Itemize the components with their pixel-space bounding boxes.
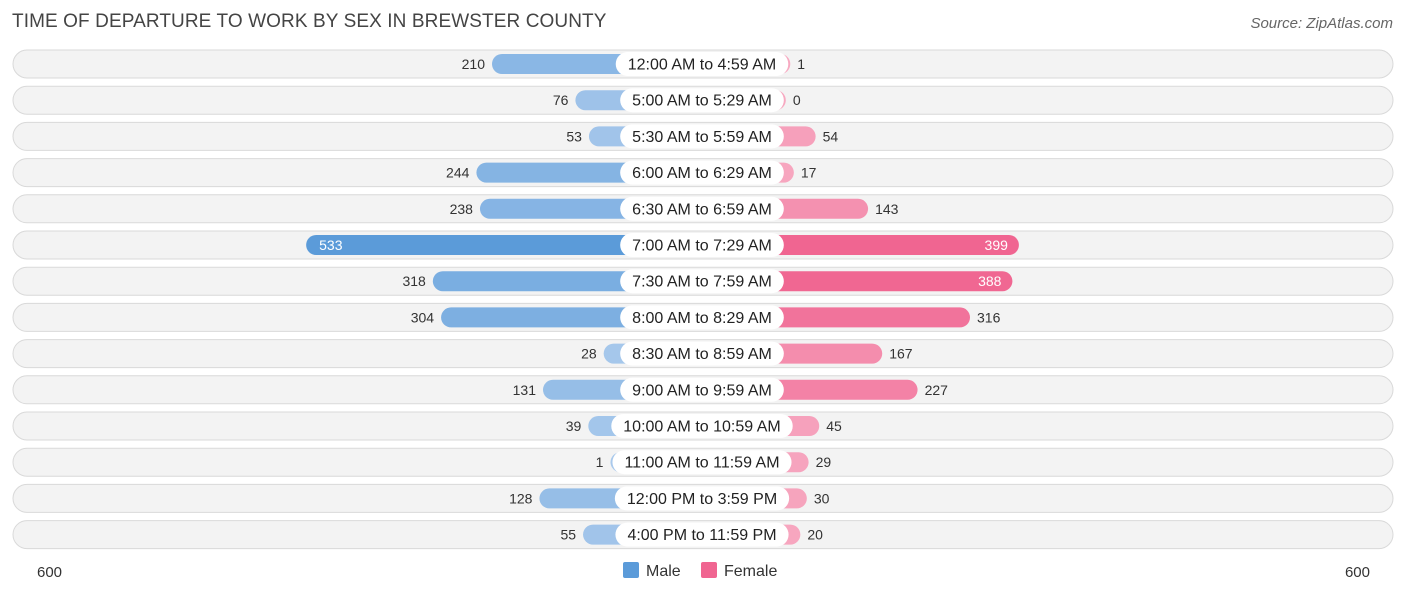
category-label: 12:00 AM to 4:59 AM <box>628 57 777 74</box>
male-bar <box>306 235 702 255</box>
source-credit: Source: ZipAtlas.com <box>1250 15 1393 32</box>
female-value-label: 399 <box>985 237 1009 253</box>
female-value-label: 0 <box>793 92 801 108</box>
male-value-label: 39 <box>566 418 582 434</box>
legend-male-label: Male <box>646 563 681 580</box>
category-label: 7:00 AM to 7:29 AM <box>632 238 772 255</box>
female-value-label: 316 <box>977 309 1001 325</box>
male-value-label: 53 <box>566 128 582 144</box>
category-label: 7:30 AM to 7:59 AM <box>632 274 772 291</box>
female-value-label: 29 <box>816 454 832 470</box>
category-label: 10:00 AM to 10:59 AM <box>623 419 780 436</box>
category-label: 4:00 PM to 11:59 PM <box>627 527 776 544</box>
male-value-label: 210 <box>462 56 486 72</box>
male-value-label: 28 <box>581 346 597 362</box>
chart-row: 8:30 AM to 8:59 AM 28 167 <box>12 339 1394 369</box>
category-label: 12:00 PM to 3:59 PM <box>627 491 777 508</box>
female-value-label: 167 <box>889 346 913 362</box>
female-value-label: 30 <box>814 490 830 506</box>
category-label: 8:00 AM to 8:29 AM <box>632 310 772 327</box>
male-value-label: 533 <box>319 237 343 253</box>
chart-row: 11:00 AM to 11:59 AM 1 29 <box>12 447 1394 477</box>
category-label: 9:00 AM to 9:59 AM <box>632 382 772 399</box>
category-pill <box>620 233 784 257</box>
male-value-label: 304 <box>411 309 435 325</box>
female-value-label: 143 <box>875 201 899 217</box>
legend-female-swatch <box>701 562 717 578</box>
axis-left-label: 600 <box>37 564 62 581</box>
male-value-label: 55 <box>560 527 576 543</box>
legend: Male Female <box>623 562 777 580</box>
chart-row: 7:30 AM to 7:59 AM 318 388 <box>12 266 1394 296</box>
category-label: 6:00 AM to 6:29 AM <box>632 165 772 182</box>
category-pill <box>620 160 784 185</box>
chart-row: 9:00 AM to 9:59 AM 131 227 <box>12 375 1394 405</box>
category-label: 5:00 AM to 5:29 AM <box>632 93 772 110</box>
chart-row: 5:00 AM to 5:29 AM 76 0 <box>12 85 1394 115</box>
female-value-label: 388 <box>978 273 1002 289</box>
female-value-label: 227 <box>925 382 949 398</box>
chart-row: 5:30 AM to 5:59 AM 53 54 <box>12 121 1394 151</box>
legend-female-label: Female <box>724 563 777 580</box>
category-pill <box>620 124 784 149</box>
axis-right-label: 600 <box>1345 564 1370 581</box>
category-pill <box>620 377 784 402</box>
male-value-label: 1 <box>596 454 604 470</box>
legend-male-swatch <box>623 562 639 578</box>
female-value-label: 1 <box>797 56 805 72</box>
chart-row: 6:00 AM to 6:29 AM 244 17 <box>12 158 1394 188</box>
male-value-label: 318 <box>402 273 426 289</box>
chart-row: 10:00 AM to 10:59 AM 39 45 <box>12 411 1394 441</box>
category-pill <box>620 196 784 221</box>
female-value-label: 54 <box>823 128 839 144</box>
category-pill <box>614 486 790 511</box>
female-value-label: 45 <box>826 418 842 434</box>
male-value-label: 128 <box>509 490 533 506</box>
category-pill <box>620 269 784 294</box>
female-value-label: 20 <box>807 527 823 543</box>
category-pill <box>611 414 793 438</box>
chart-row: 7:00 AM to 7:29 AM 533 399 <box>12 230 1394 260</box>
category-label: 8:30 AM to 8:59 AM <box>632 346 772 363</box>
chart-title: TIME OF DEPARTURE TO WORK BY SEX IN BREW… <box>12 11 607 32</box>
chart-row: 12:00 PM to 3:59 PM 128 30 <box>12 483 1394 513</box>
category-pill <box>620 305 784 330</box>
category-label: 6:30 AM to 6:59 AM <box>632 201 772 218</box>
chart-row: 8:00 AM to 8:29 AM 304 316 <box>12 302 1394 332</box>
category-pill <box>612 450 792 475</box>
chart-row: 12:00 AM to 4:59 AM 210 1 <box>12 49 1394 79</box>
male-value-label: 131 <box>513 382 537 398</box>
category-pill <box>620 341 784 366</box>
male-value-label: 76 <box>553 92 569 108</box>
category-pill <box>615 52 789 76</box>
category-pill <box>615 522 789 547</box>
chart-row: 6:30 AM to 6:59 AM 238 143 <box>12 194 1394 224</box>
female-value-label: 17 <box>801 165 817 181</box>
category-label: 5:30 AM to 5:59 AM <box>632 129 772 146</box>
chart-row: 4:00 PM to 11:59 PM 55 20 <box>12 520 1394 550</box>
category-label: 11:00 AM to 11:59 AM <box>624 455 779 472</box>
male-value-label: 244 <box>446 165 470 181</box>
male-value-label: 238 <box>450 201 474 217</box>
category-pill <box>620 88 784 113</box>
